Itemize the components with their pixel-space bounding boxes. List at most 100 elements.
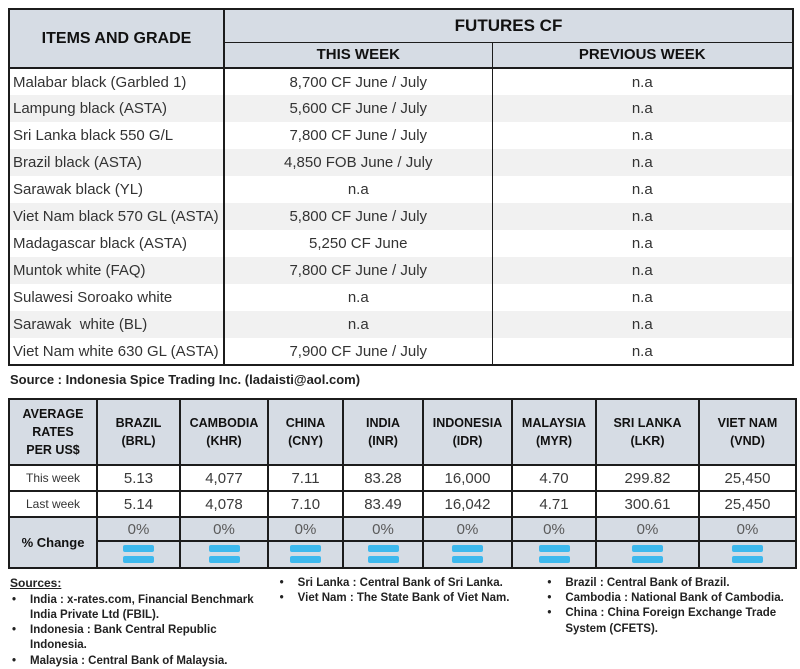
rates-cell: 7.11 [267, 464, 344, 492]
futures-cell-this-week: n.a [224, 284, 493, 311]
rates-cell: 5.14 [96, 490, 181, 518]
futures-cell-previous-week: n.a [492, 149, 794, 176]
rates-column-code: (KHR) [206, 434, 242, 448]
futures-cell-previous-week: n.a [631, 127, 653, 144]
rates-column-header: INDONESIA (IDR) [422, 398, 513, 466]
source-item-text: India : x-rates.com, Financial Benchmark… [30, 593, 254, 621]
items-and-grade-header: ITEMS AND GRADE [9, 9, 225, 69]
rates-column-country: INDONESIA [432, 415, 503, 430]
source-item: • Brazil : Central Bank of Brazil. [545, 576, 792, 591]
rates-row-label: This week [8, 464, 98, 492]
equals-bar-top [452, 545, 483, 553]
rates-cell: 5.13 [96, 464, 181, 492]
futures-cell-item: Lampung black (ASTA) [9, 95, 225, 122]
futures-cell-this-week: 7,800 CF June / July [224, 122, 493, 149]
rates-cell: 300.61 [595, 490, 700, 518]
futures-table: ITEMS AND GRADE FUTURES CF THIS WEEK PRE… [8, 8, 795, 366]
source-item: • Viet Nam : The State Bank of Viet Nam. [278, 591, 540, 606]
rates-column-country: CAMBODIA [189, 415, 259, 430]
equals-bar-bottom [632, 556, 663, 564]
equals-bar-bottom [452, 556, 483, 564]
futures-cell-item: Malabar black (Garbled 1) [9, 68, 225, 95]
futures-cell-this-week: 5,800 CF June / July [224, 203, 493, 230]
source-item-text: Sri Lanka : Central Bank of Sri Lanka. [297, 577, 503, 589]
futures-cell-previous-week: n.a [492, 257, 794, 284]
futures-cell-item: Madagascar black (ASTA) [9, 230, 225, 257]
source-item-text: China : China Foreign Exchange Trade Sys… [565, 607, 777, 635]
futures-row: Viet Nam black 570 GL (ASTA) 5,800 CF Jun… [9, 203, 794, 230]
futures-cell-previous-week: n.a [631, 73, 653, 91]
source-item-text: Brazil : Central Bank of Brazil. [565, 577, 730, 589]
futures-cell-previous-week: n.a [492, 311, 794, 338]
equals-bar-top [123, 545, 154, 553]
futures-cell-this-week: 8,700 CF June / July [224, 68, 493, 95]
percent-change-icon-cell [595, 540, 700, 569]
rates-cell: 4,078 [179, 490, 269, 518]
rates-column-code: (MYR) [535, 434, 573, 448]
bullet-icon: • [547, 607, 552, 620]
futures-cell-previous-week: n.a [631, 181, 653, 198]
futures-cell-item: Viet Nam white 630 GL (ASTA) [9, 338, 225, 365]
equals-icon [208, 545, 240, 564]
percent-change-value: 0% [342, 516, 424, 542]
futures-row: Malabar black (Garbled 1) 8,700 CF June /… [9, 68, 793, 95]
equals-bar-bottom [208, 556, 240, 564]
futures-cell-item: Muntok white (FAQ) [9, 257, 225, 284]
rates-cell: 16,042 [422, 490, 513, 518]
rates-column-header: VIET NAM (VND) [698, 398, 797, 466]
rates-column-country: VIET NAM [717, 415, 778, 430]
futures-cell-previous-week: n.a [631, 342, 653, 360]
rates-cell: 299.82 [595, 464, 700, 492]
percent-change-icon-cell [96, 540, 181, 569]
futures-cell-item: Viet Nam black 570 GL (ASTA) [9, 203, 225, 230]
source-item-text: Malaysia : Central Bank of Malaysia. [30, 654, 228, 667]
equals-icon [452, 545, 483, 564]
average-rates-header: AVERAGE RATES PER US$ [8, 398, 98, 466]
percent-change-icon-cell [511, 540, 597, 569]
equals-icon [538, 545, 570, 564]
equals-icon [123, 545, 154, 564]
futures-cell-this-week: 4,850 FOB June / July [224, 149, 493, 176]
rates-cell: 83.49 [342, 490, 424, 518]
percent-change-row: % Change 0% 0% 0% 0% 0% 0% 0% 0% [8, 516, 797, 569]
rates-column-header: BRAZIL (BRL) [96, 398, 181, 466]
rates-cell: 25,450 [698, 464, 797, 492]
futures-cell-previous-week: n.a [492, 95, 794, 122]
rates-cell: 25,450 [698, 490, 797, 518]
equals-bar-bottom [367, 556, 399, 564]
rates-column-country: INDIA [365, 415, 401, 430]
equals-bar-bottom [123, 556, 154, 564]
futures-cell-this-week: n.a [224, 176, 493, 203]
equals-bar-top [732, 545, 763, 553]
bullet-icon: • [12, 624, 17, 637]
rates-cell: 83.28 [342, 464, 424, 492]
equals-bar-top [367, 545, 399, 553]
equals-icon [290, 545, 321, 564]
source-item-text: Indonesia : Bank Central Republic Indone… [30, 624, 217, 652]
futures-cell-this-week: 5,600 CF June / July [224, 95, 493, 122]
percent-change-icon-cell [342, 540, 424, 569]
futures-row: Sarawak white (BL) n.a n.a [9, 311, 794, 338]
percent-change-value: 0% [179, 516, 269, 542]
futures-cell-item: Sri Lanka black 550 G/L [9, 122, 225, 149]
bullet-icon: • [12, 593, 17, 606]
percent-change-value: 0% [96, 516, 181, 542]
futures-row: Madagascar black (ASTA) 5,250 CF June n.a [9, 230, 793, 257]
futures-cell-item: Sarawak white (BL) [9, 311, 225, 338]
rates-column-code: (CNY) [288, 434, 323, 448]
percent-change-value: 0% [698, 516, 797, 542]
source-item-text: Viet Nam : The State Bank of Viet Nam. [297, 592, 510, 605]
percent-change-value: 0% [422, 516, 513, 542]
rates-column-code: (VND) [730, 434, 765, 448]
this-week-header: THIS WEEK [224, 42, 493, 69]
percent-change-value: 0% [595, 516, 700, 542]
source-item-text: Cambodia : National Bank of Cambodia. [565, 592, 784, 605]
bullet-icon: • [279, 592, 284, 605]
source-item: • Indonesia : Bank Central Republic Indon… [10, 623, 268, 653]
futures-row: Sri Lanka black 550 G/L 7,800 CF June / J… [9, 122, 793, 149]
rates-column-header: CAMBODIA (KHR) [179, 398, 269, 466]
futures-row: Muntok white (FAQ) 7,800 CF June / July n.… [9, 257, 794, 284]
percent-change-value: 0% [511, 516, 597, 542]
percent-change-icon-cell [698, 540, 797, 569]
rates-column-code: (BRL) [121, 434, 156, 448]
